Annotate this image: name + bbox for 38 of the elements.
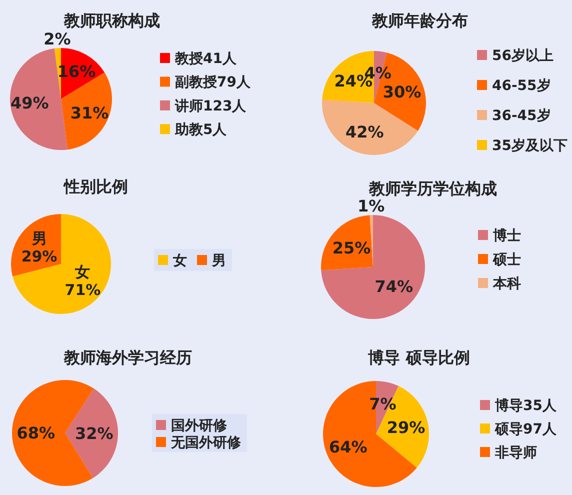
- legend-label: 无国外研修: [170, 435, 242, 451]
- legend-label: 国外研修: [171, 418, 228, 434]
- data-label: 64%: [329, 438, 368, 457]
- data-label: 男 29%: [21, 229, 58, 266]
- legend-label: 硕士: [492, 252, 521, 268]
- legend-label: 教授41人: [174, 51, 238, 67]
- data-label: 31%: [70, 103, 109, 122]
- legend-label: 非导师: [494, 445, 537, 461]
- title: 性别比例: [64, 177, 128, 196]
- data-label: 女 71%: [64, 263, 101, 300]
- title: 教师海外学习经历: [64, 348, 192, 367]
- data-label: 42%: [346, 122, 384, 142]
- title: 教师学历学位构成: [369, 179, 497, 198]
- legend-label: 46-55岁: [492, 78, 551, 94]
- legend-label: 56岁以上: [492, 48, 554, 64]
- data-label: 49%: [10, 94, 49, 113]
- data-label: 1%: [358, 196, 385, 216]
- data-label: 30%: [382, 82, 422, 102]
- title: 教师年龄分布: [372, 11, 468, 30]
- legend-label: 讲师123人: [174, 98, 248, 114]
- legend-label: 本科: [492, 276, 521, 292]
- data-label: 29%: [386, 418, 426, 437]
- title: 教师职称构成: [64, 11, 160, 30]
- title: 博导 硕导比例: [368, 348, 470, 367]
- legend-label: 男: [211, 253, 226, 269]
- legend-label: 35岁及以下: [492, 138, 568, 154]
- legend-label: 硕导97人: [494, 422, 558, 438]
- data-label: 32%: [75, 424, 114, 443]
- data-label: 68%: [16, 423, 55, 442]
- legend-label: 助教5人: [174, 122, 228, 138]
- legend-label: 36-45岁: [492, 108, 551, 124]
- legend-label: 副教授79人: [175, 74, 252, 91]
- legend-label: 女: [172, 253, 187, 269]
- data-label: 74%: [374, 277, 413, 296]
- legend-label: 博导35人: [494, 398, 558, 414]
- data-label: 2%: [44, 30, 71, 49]
- data-label: 25%: [332, 238, 371, 258]
- legend-label: 博士: [492, 228, 521, 244]
